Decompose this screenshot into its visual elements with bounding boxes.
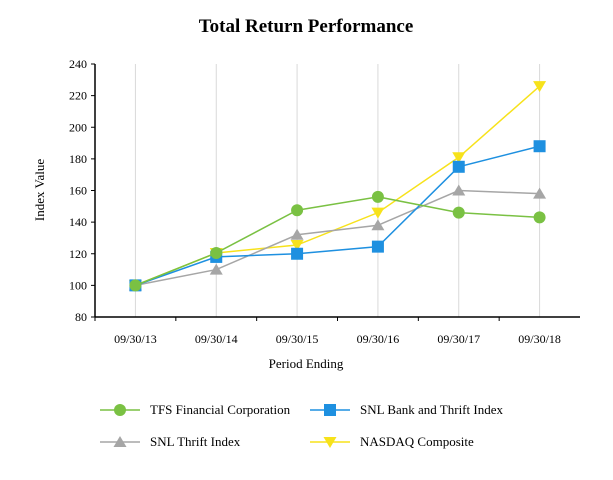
legend-label: SNL Bank and Thrift Index <box>360 402 503 417</box>
series-snl-bank-and-thrift-index <box>129 140 546 292</box>
data-point <box>290 228 304 240</box>
x-tick-labels: 09/30/13 09/30/14 09/30/15 09/30/16 09/30/17… <box>114 332 561 346</box>
y-axis-label: Index Value <box>32 159 47 221</box>
data-point <box>533 211 546 224</box>
legend-label: NASDAQ Composite <box>360 434 474 449</box>
series-line <box>135 196 540 287</box>
data-point <box>210 246 223 259</box>
legend-item: NASDAQ Composite <box>310 434 474 449</box>
data-point <box>371 240 384 253</box>
data-point <box>129 279 142 292</box>
x-tick-label: 09/30/17 <box>437 332 480 346</box>
legend-marker <box>323 437 337 448</box>
data-point <box>452 152 466 164</box>
series-snl-thrift-index <box>128 184 547 291</box>
data-point <box>452 184 466 196</box>
series-tfs-financial-corporation <box>129 190 546 292</box>
y-tick-label: 220 <box>69 89 87 103</box>
series-line <box>135 145 540 287</box>
legend-marker <box>324 404 336 416</box>
legend-label: SNL Thrift Index <box>150 434 241 449</box>
data-point <box>291 247 304 260</box>
y-tick-label: 240 <box>69 57 87 71</box>
x-tick-label: 09/30/13 <box>114 332 157 346</box>
x-tick-label: 09/30/15 <box>276 332 319 346</box>
series-line <box>135 85 541 287</box>
y-tick-label: 80 <box>75 310 87 324</box>
data-point <box>452 160 465 173</box>
y-tick-label: 160 <box>69 184 87 198</box>
x-axis-label: Period Ending <box>269 356 344 371</box>
y-tick-label: 120 <box>69 247 87 261</box>
legend-item: SNL Thrift Index <box>100 434 241 449</box>
legend-item: SNL Bank and Thrift Index <box>310 402 503 417</box>
data-series <box>128 81 547 292</box>
x-tick-label: 09/30/14 <box>195 332 238 346</box>
data-point <box>209 263 223 275</box>
data-point <box>291 204 304 217</box>
y-tick-labels: 80 100 120 140 160 180 200 220 240 <box>69 57 87 324</box>
legend-item: TFS Financial Corporation <box>100 402 291 417</box>
data-point <box>371 190 384 203</box>
y-tick-label: 200 <box>69 120 87 134</box>
data-point <box>371 207 385 219</box>
x-tick-label: 09/30/16 <box>357 332 400 346</box>
legend-marker <box>113 436 127 447</box>
series-nasdaq-composite <box>128 81 547 292</box>
data-point <box>452 206 465 219</box>
y-tick-label: 140 <box>69 215 87 229</box>
data-point <box>533 187 547 199</box>
axes <box>91 63 580 321</box>
data-point <box>533 81 547 93</box>
legend: TFS Financial Corporation SNL Bank and Th… <box>100 402 503 449</box>
data-point <box>533 140 546 153</box>
legend-marker <box>114 404 126 416</box>
y-tick-label: 100 <box>69 278 87 292</box>
series-line <box>135 189 540 287</box>
data-point <box>371 219 385 231</box>
legend-label: TFS Financial Corporation <box>150 402 291 417</box>
grid-lines <box>134 64 541 317</box>
y-tick-label: 180 <box>69 152 87 166</box>
chart-title: Total Return Performance <box>199 16 414 37</box>
data-point <box>290 240 304 252</box>
x-tick-label: 09/30/18 <box>518 332 561 346</box>
